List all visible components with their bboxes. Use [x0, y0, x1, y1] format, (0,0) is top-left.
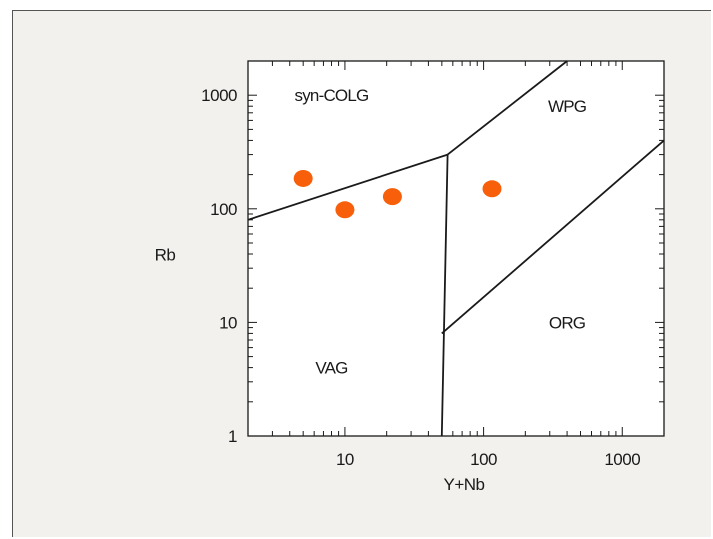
boundary-line-vag-wpg [440, 154, 449, 437]
tick-labels: 10 100 1000 1 10 100 1000 [201, 86, 641, 469]
x-tick-label: 10 [336, 450, 354, 469]
axis-ticks [247, 60, 665, 437]
data-point [382, 188, 402, 206]
boundary-line-wpg-org [441, 139, 665, 335]
y-tick-label: 100 [210, 200, 237, 219]
x-axis-label: Y+Nb [444, 475, 485, 494]
region-label: ORG [549, 313, 585, 332]
data-point [293, 169, 313, 187]
region-label: VAG [315, 359, 347, 378]
region-label: syn-COLG [295, 86, 369, 105]
data-point [335, 201, 355, 219]
x-tick-label: 100 [470, 450, 497, 469]
y-tick-label: 1000 [201, 86, 237, 105]
y-tick-label: 10 [219, 313, 237, 332]
field-boundaries [247, 60, 665, 437]
y-tick-label: 1 [228, 427, 237, 446]
y-axis-label: Rb [155, 246, 176, 265]
region-labels: syn-COLG WPG VAG ORG [295, 86, 587, 377]
data-point [482, 180, 502, 198]
boundary-line-colg-wpg [447, 60, 568, 156]
data-points [293, 169, 502, 219]
boundary-line-vag-colg [247, 153, 448, 221]
plot-frame [247, 60, 665, 437]
region-label: WPG [548, 97, 586, 116]
plot-area [247, 60, 665, 437]
x-tick-label: 1000 [604, 450, 640, 469]
